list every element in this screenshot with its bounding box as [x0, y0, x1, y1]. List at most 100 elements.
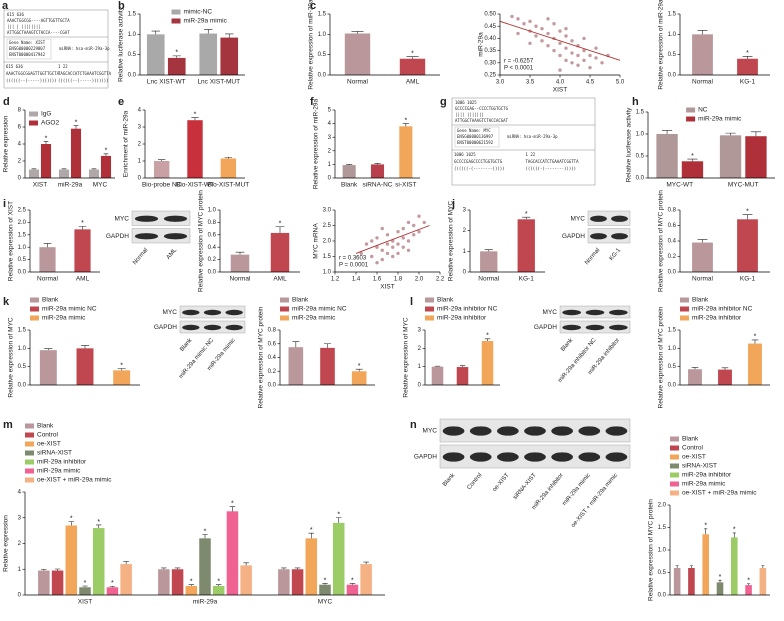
y-tick-label: 0.0 — [208, 270, 217, 276]
y-tick-label: 4 — [18, 142, 22, 148]
x-tick-label: 1.6 — [373, 277, 382, 283]
error-bar — [374, 163, 381, 165]
y-tick-label: 1.0 — [323, 270, 332, 276]
y-tick-label: 4 — [18, 490, 22, 496]
y-axis-label: Relative expression — [3, 515, 10, 572]
point — [396, 251, 400, 256]
y-axis-label: Relative expression of miR-29a — [313, 98, 320, 189]
point — [417, 230, 421, 234]
significance-mark: * — [324, 577, 327, 584]
significance-mark: * — [111, 580, 114, 587]
legend-label: siRNA-XIST — [37, 450, 72, 457]
error-bar — [292, 341, 300, 348]
legend-swatch — [686, 107, 696, 113]
bar — [692, 34, 713, 75]
bar — [185, 585, 198, 595]
bar — [692, 242, 713, 272]
point — [406, 239, 411, 243]
point — [552, 22, 556, 26]
sequence-line: 1006 1025 — [454, 152, 476, 157]
y-axis-label: Relative expression of MYC protein — [198, 190, 205, 292]
y-tick-label: 2.0 — [658, 503, 667, 509]
bar — [220, 37, 239, 75]
error-bar — [742, 55, 753, 59]
y-tick-label: 0.45 — [484, 24, 496, 30]
y-tick-label: 1 — [463, 249, 467, 255]
point — [385, 251, 390, 256]
legend-swatch — [670, 445, 679, 451]
legend-swatch — [425, 297, 434, 303]
y-tick-label: 3 — [328, 135, 332, 141]
blot-lane-label: oe-XIST + miR-29a mimic — [570, 472, 619, 529]
x-tick-label: miR-29a — [58, 182, 83, 189]
bar — [481, 341, 494, 385]
x-tick-label: 5.0 — [616, 80, 625, 86]
y-tick-label: 1.5 — [668, 328, 677, 334]
blot-band — [225, 324, 243, 331]
x-tick-label: MYC-MUT — [728, 182, 759, 189]
point — [528, 41, 532, 45]
point — [412, 223, 416, 228]
x-tick-label: Normal — [230, 276, 252, 283]
point — [570, 61, 574, 65]
error-bar — [174, 567, 181, 570]
error-bar — [191, 117, 199, 121]
panel-label: b — [118, 0, 125, 12]
significance-mark: * — [733, 527, 736, 534]
blot-band — [497, 426, 519, 436]
legend-swatch — [670, 481, 679, 487]
blot-band — [442, 426, 465, 436]
error-bar — [355, 368, 363, 372]
legend-label: miR-29a mimic NC — [42, 306, 97, 313]
bar — [346, 584, 359, 595]
legend-swatch — [25, 477, 34, 483]
error-bar — [103, 153, 109, 156]
bar — [79, 587, 91, 595]
blot-band — [203, 309, 222, 316]
x-tick-label: Lnc XIST-MUT — [197, 79, 240, 86]
gene-line: ENST00000417942 — [9, 52, 46, 57]
bar — [319, 584, 331, 595]
bar — [120, 564, 132, 595]
blot-lane-label: KG-1 — [609, 247, 623, 262]
point — [401, 245, 405, 249]
error-bar — [225, 33, 234, 38]
blot-band — [585, 324, 605, 331]
sequence-line: ||| | |||||||| — [7, 24, 41, 29]
y-axis-label: Relative luciferase activity — [118, 6, 125, 82]
bar — [673, 568, 681, 595]
legend-swatch — [30, 315, 39, 321]
x-tick-label: Normal — [692, 276, 714, 283]
sequence-line: ((((((--(-----))))))) — [6, 78, 57, 83]
error-bar — [689, 565, 693, 568]
y-tick-label: 0.8 — [668, 208, 677, 214]
blot-band — [442, 452, 465, 462]
error-bar — [44, 348, 53, 351]
panel-label: l — [410, 296, 413, 308]
bar — [100, 155, 112, 178]
legend-swatch — [280, 306, 289, 312]
bar — [226, 511, 239, 595]
legend-swatch — [25, 459, 34, 465]
blot-lane-label: Blank — [560, 337, 575, 353]
blot-band — [163, 215, 188, 222]
y-tick-label: 0.5 — [18, 257, 27, 263]
legend-label: miR-29a mimic — [42, 315, 86, 322]
legend-label: miR-29a mimic — [698, 116, 742, 123]
bar — [456, 367, 469, 385]
error-bar — [151, 30, 160, 35]
x-tick-label: AML — [76, 276, 90, 283]
point — [380, 226, 384, 231]
legend-swatch — [171, 9, 181, 15]
bar — [288, 347, 304, 385]
blot-band — [134, 233, 159, 240]
y-axis-label: Relative luciferase activity — [626, 107, 633, 183]
y-tick-label: 2 — [18, 541, 22, 547]
blot-band — [524, 452, 546, 462]
bar — [158, 569, 170, 595]
y-tick-label: 0.50 — [484, 12, 496, 18]
bar — [92, 528, 105, 595]
error-bar — [742, 214, 753, 220]
y-tick-label: 2.0 — [18, 220, 27, 226]
